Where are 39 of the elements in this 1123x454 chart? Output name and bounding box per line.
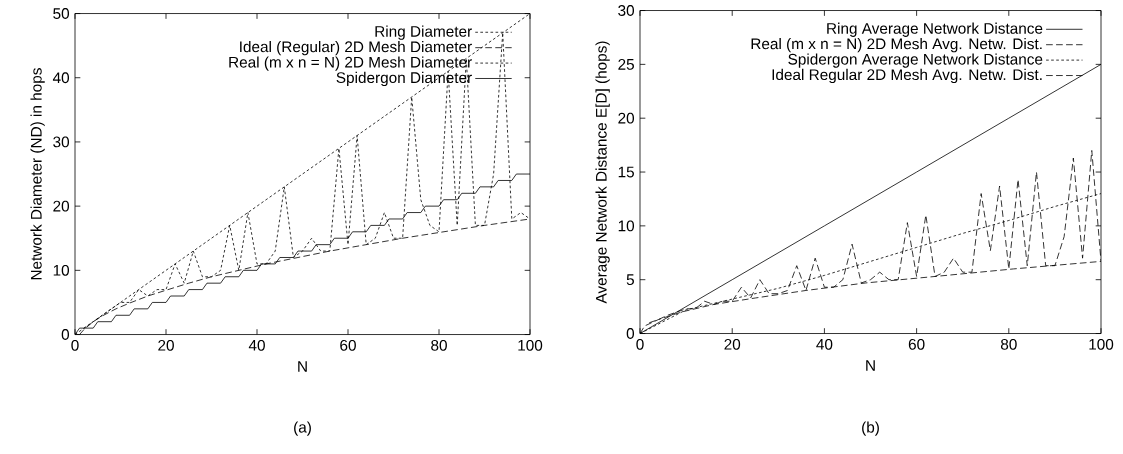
x-tick-label: 0 [71, 340, 79, 351]
x-tick-label: 20 [158, 340, 174, 351]
x-tick-label: 40 [816, 339, 833, 350]
y-tick-label: 0 [61, 329, 70, 341]
x-tick-label: 80 [1000, 339, 1017, 350]
y-tick-label: 25 [618, 59, 634, 71]
y-tick-label: 20 [618, 113, 635, 124]
y-tick-label: 10 [53, 265, 70, 276]
y-tick-label: 30 [618, 5, 635, 17]
x-axis-title: N [866, 360, 875, 372]
y-tick-label: 15 [618, 166, 634, 178]
x-tick-label: 60 [908, 339, 925, 350]
y-tick-label: 5 [626, 274, 634, 286]
x-tick-label: 100 [518, 340, 543, 351]
x-tick-label: 0 [636, 339, 644, 350]
y-tick-label: 0 [626, 328, 635, 340]
y-tick-label: 20 [53, 200, 70, 212]
y-tick-label: 40 [52, 72, 70, 84]
y-tick-label: 10 [618, 220, 635, 232]
x-tick-label: 20 [724, 339, 741, 350]
x-tick-label: 40 [248, 340, 265, 351]
legend-label: Real (m x n = N) 2D Mesh Diameter [229, 56, 472, 71]
legend-label: Spidergon Diameter [336, 72, 472, 87]
y-tick-label: 50 [53, 8, 70, 20]
x-tick-label: 60 [340, 340, 356, 351]
legend-label: Ideal Regular 2D Mesh Avg. Netw. Dist. [772, 69, 1042, 84]
text: (a) [294, 421, 311, 436]
x-tick-label: 80 [431, 340, 447, 351]
y-axis-title: Average Network Distance E[D] (hops) [595, 41, 610, 304]
legend-label: Real (m x n = N) 2D Mesh Avg. Netw. Dist. [751, 38, 1042, 53]
x-axis-title: N [298, 361, 307, 373]
y-axis-title: Network Diameter (ND) in hops [30, 68, 45, 280]
legend-label: Ring Average Network Distance [827, 22, 1043, 38]
x-tick-label: 100 [1089, 339, 1114, 350]
text: (b) [862, 421, 879, 436]
legend-label: Spidergon Average Network Distance [788, 53, 1043, 68]
y-tick-label: 30 [53, 136, 70, 148]
legend-label: Ring Diameter [375, 25, 472, 41]
legend-label: Ideal (Regular) 2D Mesh Diameter [240, 41, 472, 56]
